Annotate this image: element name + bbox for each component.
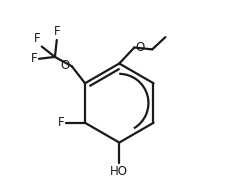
- Text: F: F: [54, 25, 60, 38]
- Text: F: F: [31, 52, 38, 65]
- Text: O: O: [136, 41, 145, 54]
- Text: F: F: [58, 116, 65, 129]
- Text: HO: HO: [110, 165, 128, 178]
- Text: O: O: [61, 59, 70, 72]
- Text: F: F: [34, 32, 41, 45]
